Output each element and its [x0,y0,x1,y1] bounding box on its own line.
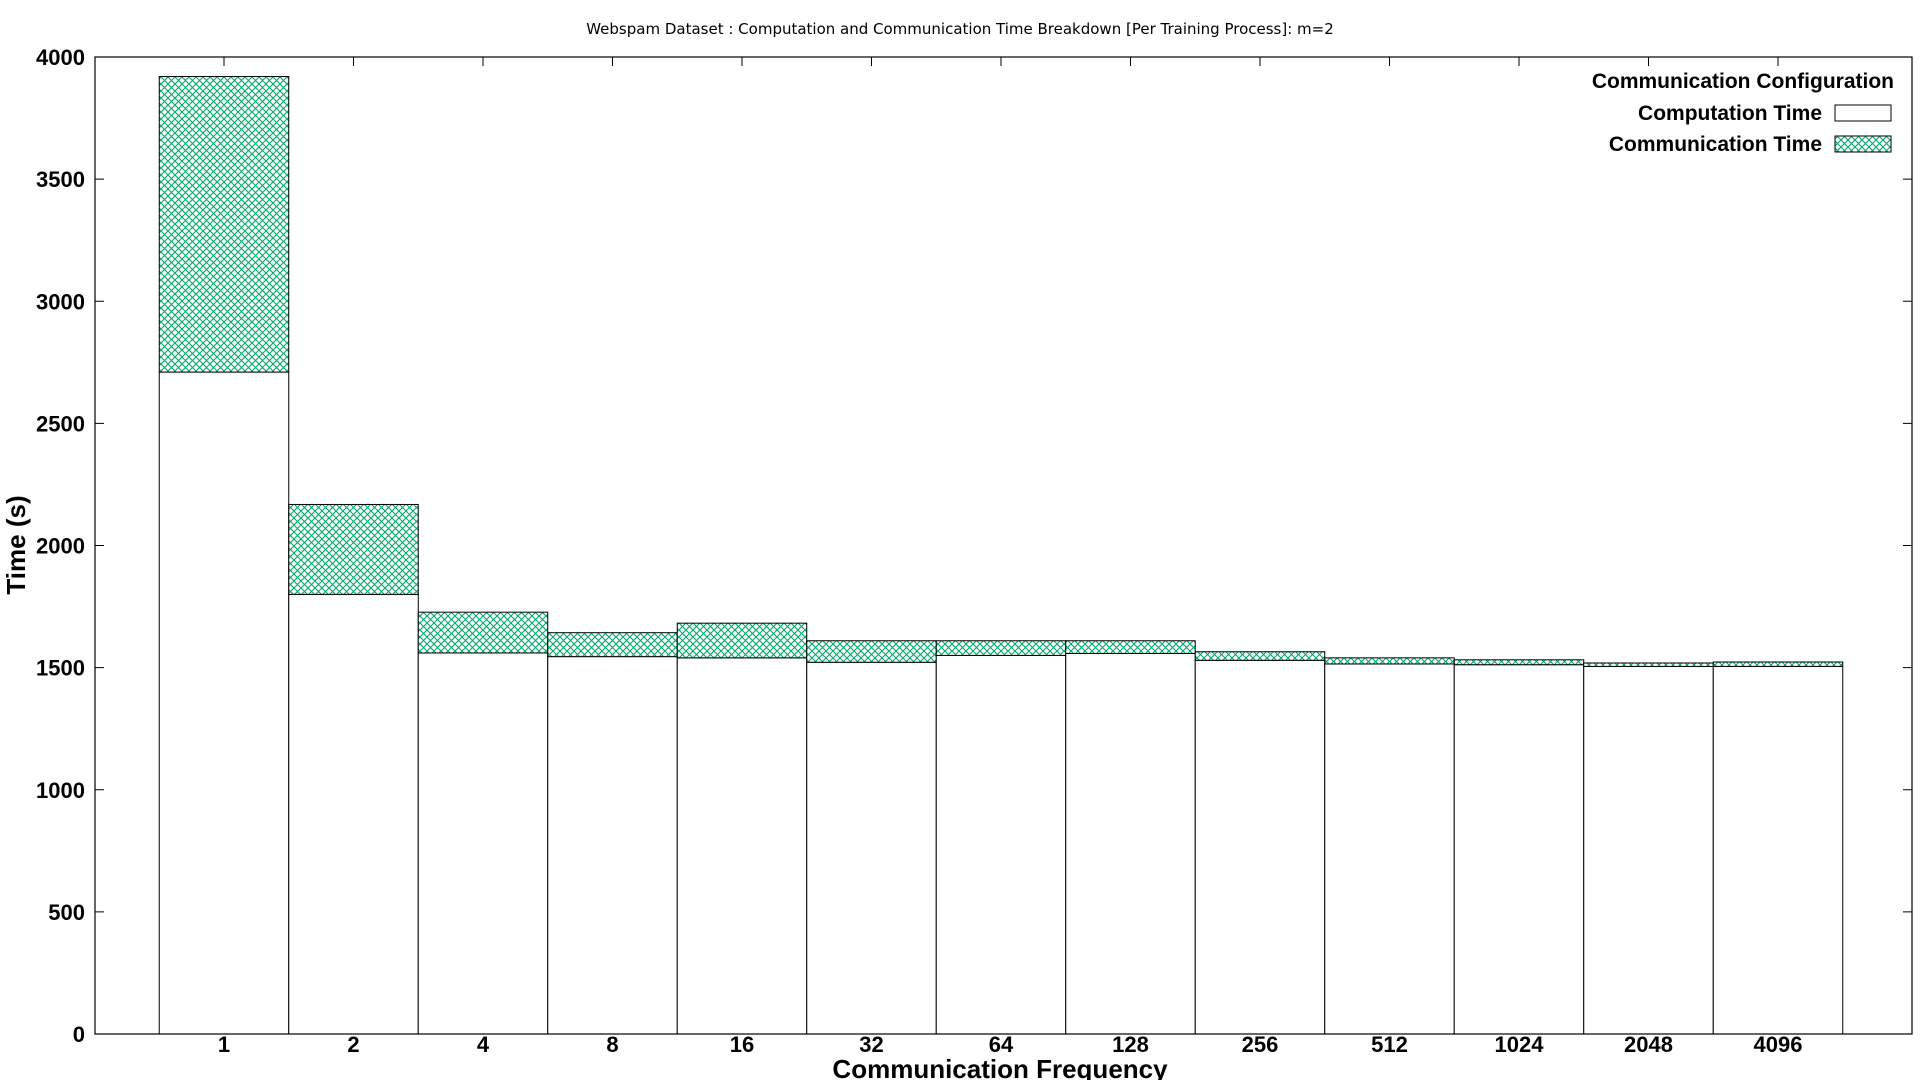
bar-computation-4 [417,652,549,1035]
bar-communication-1024 [1453,659,1585,666]
bar-computation-16 [676,657,808,1035]
x-axis-label: Communication Frequency [832,1054,1168,1080]
bar-communication-1 [158,76,290,373]
plot-frame [94,56,1913,1035]
bar-communication-8 [547,632,678,658]
x-tick-label: 2048 [1624,1032,1673,1057]
bar-computation-128 [1065,652,1196,1035]
bar-computation-64 [935,654,1067,1035]
y-tick-label: 2500 [36,411,85,436]
legend-title: Communication Configuration [1592,70,1894,93]
legend-swatch-communication [1834,135,1892,153]
chart-title: Webspam Dataset : Computation and Commun… [586,20,1334,38]
x-tick-label: 4 [477,1032,490,1057]
bar-computation-2048 [1583,665,1714,1035]
x-tick-label: 1 [218,1032,230,1057]
bar-communication-64 [935,640,1067,656]
legend: Communication Configuration Computation … [1592,70,1894,156]
bar-computation-256 [1194,659,1326,1035]
bar-communication-128 [1065,640,1196,654]
bar-communication-32 [806,640,937,663]
bar-computation-512 [1324,663,1455,1035]
bar-communication-2048 [1583,662,1714,667]
y-tick-label: 3500 [36,167,85,192]
y-tick-label: 4000 [36,45,85,70]
bar-communication-256 [1194,651,1326,661]
x-tick-label: 64 [989,1032,1014,1057]
bars [158,76,1844,1035]
x-tick-label: 2 [347,1032,359,1057]
y-tick-label: 500 [48,900,85,925]
x-tick-label: 128 [1112,1032,1149,1057]
bar-computation-32 [806,661,937,1035]
y-tick-label: 1000 [36,778,85,803]
y-tick-label: 1500 [36,656,85,681]
x-tick-label: 32 [859,1032,883,1057]
bar-computation-1 [158,371,290,1035]
legend-label-communication: Communication Time [1609,133,1822,156]
bar-communication-4 [417,611,549,654]
y-tick-label: 2000 [36,534,85,559]
bar-computation-4096 [1712,665,1844,1035]
x-tick-label: 256 [1242,1032,1279,1057]
y-tick-label: 0 [73,1022,85,1047]
bar-communication-4096 [1712,661,1844,667]
legend-swatch-computation [1834,104,1892,122]
x-tick-label: 16 [730,1032,754,1057]
y-axis-ticks: 0 500 1000 1500 2000 2500 3000 3500 4000 [36,45,1912,1047]
x-tick-label: 4096 [1754,1032,1803,1057]
y-axis-label: Time (s) [1,495,31,594]
x-tick-label: 512 [1371,1032,1408,1057]
x-axis-ticks: 1 2 4 8 16 32 64 128 256 512 1024 2048 4096 [218,57,1803,1057]
bar-computation-8 [547,656,678,1035]
x-tick-label: 1024 [1495,1032,1545,1057]
y-tick-label: 3000 [36,289,85,314]
bar-communication-512 [1324,657,1455,665]
bar-computation-2 [288,593,419,1035]
legend-label-computation: Computation Time [1638,102,1822,125]
bar-communication-16 [676,622,808,659]
x-tick-label: 8 [606,1032,618,1057]
bar-communication-2 [288,503,419,595]
bar-computation-1024 [1453,664,1585,1035]
